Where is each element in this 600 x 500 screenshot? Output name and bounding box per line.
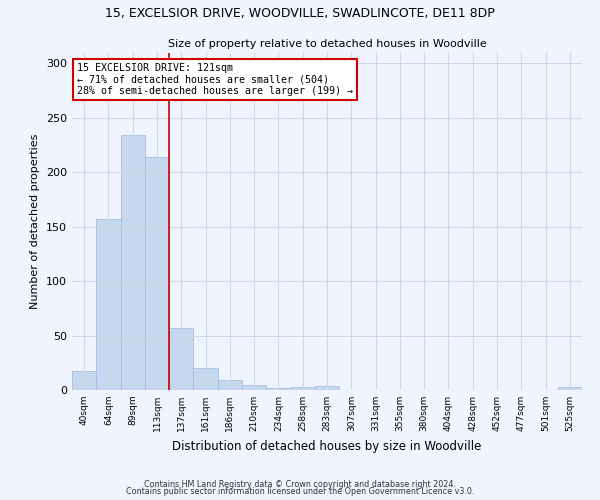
Title: Size of property relative to detached houses in Woodville: Size of property relative to detached ho… xyxy=(167,39,487,49)
Bar xyxy=(169,328,193,390)
X-axis label: Distribution of detached houses by size in Woodville: Distribution of detached houses by size … xyxy=(172,440,482,452)
Text: 15 EXCELSIOR DRIVE: 121sqm
← 71% of detached houses are smaller (504)
28% of sem: 15 EXCELSIOR DRIVE: 121sqm ← 71% of deta… xyxy=(77,62,353,96)
Bar xyxy=(290,386,315,390)
Text: Contains public sector information licensed under the Open Government Licence v3: Contains public sector information licen… xyxy=(126,487,474,496)
Text: 15, EXCELSIOR DRIVE, WOODVILLE, SWADLINCOTE, DE11 8DP: 15, EXCELSIOR DRIVE, WOODVILLE, SWADLINC… xyxy=(105,8,495,20)
Bar xyxy=(96,219,121,390)
Bar xyxy=(193,368,218,390)
Bar xyxy=(266,388,290,390)
Bar xyxy=(72,372,96,390)
Bar xyxy=(121,135,145,390)
Y-axis label: Number of detached properties: Number of detached properties xyxy=(31,134,40,309)
Bar xyxy=(242,384,266,390)
Bar xyxy=(558,386,582,390)
Bar xyxy=(218,380,242,390)
Bar xyxy=(145,157,169,390)
Text: Contains HM Land Registry data © Crown copyright and database right 2024.: Contains HM Land Registry data © Crown c… xyxy=(144,480,456,489)
Bar xyxy=(315,386,339,390)
